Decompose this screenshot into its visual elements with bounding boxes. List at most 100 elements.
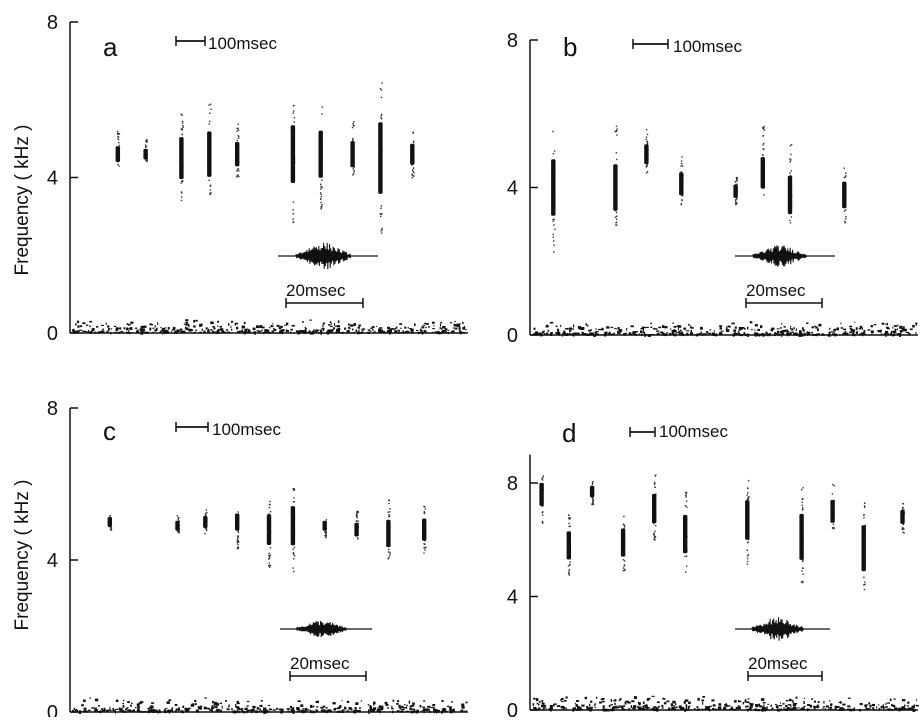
noise-speck xyxy=(424,322,427,325)
noise-speck xyxy=(113,325,117,327)
noise-speck xyxy=(557,331,561,335)
noise-speck xyxy=(337,325,339,327)
pulse-speck xyxy=(653,481,656,484)
pulse-speck xyxy=(353,121,355,123)
noise-speck xyxy=(586,333,590,336)
noise-speck xyxy=(322,322,325,325)
noise-speck xyxy=(760,333,762,336)
noise-speck xyxy=(724,707,727,710)
pulse-mark xyxy=(386,499,391,560)
noise-speck xyxy=(759,705,762,708)
pulse-speck xyxy=(118,144,120,147)
noise-speck xyxy=(564,333,568,336)
pulse-core xyxy=(422,518,427,541)
noise-speck xyxy=(263,707,267,711)
noise-speck xyxy=(248,329,251,332)
noise-speck xyxy=(781,329,786,333)
noise-speck xyxy=(766,706,768,709)
pulse-speck xyxy=(424,549,426,551)
noise-speck xyxy=(265,709,269,713)
noise-speck xyxy=(907,708,911,711)
noise-speck xyxy=(836,329,838,331)
noise-speck xyxy=(546,324,549,327)
noise-speck xyxy=(291,709,294,712)
noise-speck xyxy=(341,700,343,702)
noise-speck xyxy=(617,707,620,709)
noise-speck xyxy=(763,704,765,707)
noise-speck xyxy=(83,699,86,702)
pulse-core xyxy=(386,519,391,548)
pulse-mark xyxy=(551,130,556,253)
noise-speck xyxy=(219,325,222,328)
noise-speck xyxy=(431,321,435,324)
noise-speck xyxy=(243,331,246,335)
noise-speck xyxy=(301,711,305,714)
noise-speck xyxy=(741,333,743,337)
noise-speck xyxy=(323,709,326,712)
noise-speck xyxy=(901,699,906,702)
pulse-speck xyxy=(181,129,183,131)
noise-speck xyxy=(89,320,93,323)
noise-speck xyxy=(593,333,597,337)
noise-speck xyxy=(893,332,897,334)
noise-speck xyxy=(564,700,566,702)
noise-speck xyxy=(109,706,111,710)
noise-speck xyxy=(798,333,801,336)
pulse-speck xyxy=(541,505,543,507)
noise-speck xyxy=(197,706,200,709)
pulse-speck xyxy=(654,530,656,532)
pulse-speck xyxy=(680,165,682,167)
pulse-speck xyxy=(615,221,618,223)
noise-speck xyxy=(738,332,740,335)
noise-speck xyxy=(218,328,220,330)
pulse-speck xyxy=(292,567,294,569)
pulse-speck xyxy=(645,129,648,131)
noise-speck xyxy=(686,708,689,711)
noise-speck xyxy=(253,331,256,335)
noise-speck xyxy=(905,331,910,334)
noise-speck xyxy=(138,702,142,705)
pulse-mark xyxy=(861,502,866,591)
noise-speck xyxy=(701,699,705,702)
noise-speck xyxy=(413,709,416,712)
noise-speck xyxy=(886,708,888,711)
pulse-mark xyxy=(900,503,905,534)
noise-speck xyxy=(181,710,184,714)
pulse-speck xyxy=(424,508,426,510)
noise-speck xyxy=(439,323,442,327)
noise-speck xyxy=(98,705,100,707)
noise-speck xyxy=(106,330,109,334)
noise-speck xyxy=(464,326,466,329)
noise-speck xyxy=(231,320,234,323)
noise-speck xyxy=(246,709,249,712)
noise-speck xyxy=(624,701,627,705)
noise-speck xyxy=(864,709,866,711)
noise-speck xyxy=(212,330,214,332)
noise-speck xyxy=(745,706,747,708)
pulse-speck xyxy=(180,191,183,193)
noise-speck xyxy=(549,321,554,324)
noise-speck xyxy=(162,327,165,331)
noise-speck xyxy=(151,710,154,713)
noise-speck xyxy=(439,327,441,330)
pulse-speck xyxy=(117,163,119,166)
noise-speck xyxy=(137,709,140,713)
pulse-speck xyxy=(568,574,570,576)
noise-speck xyxy=(770,704,772,707)
noise-speck xyxy=(315,709,318,711)
noise-speck xyxy=(309,331,314,335)
noise-speck xyxy=(97,331,100,334)
pulse-speck xyxy=(736,197,738,199)
noise-speck xyxy=(405,710,410,713)
noise-speck xyxy=(685,707,688,709)
noise-speck xyxy=(565,707,567,711)
noise-speck xyxy=(653,327,655,330)
noise-speck xyxy=(590,329,592,331)
noise-speck xyxy=(811,331,813,334)
pulse-speck xyxy=(591,483,594,486)
pulse-speck xyxy=(268,558,270,560)
noise-speck xyxy=(231,708,233,711)
noise-speck xyxy=(210,321,214,325)
noise-speck xyxy=(758,703,760,707)
noise-speck xyxy=(791,331,794,333)
